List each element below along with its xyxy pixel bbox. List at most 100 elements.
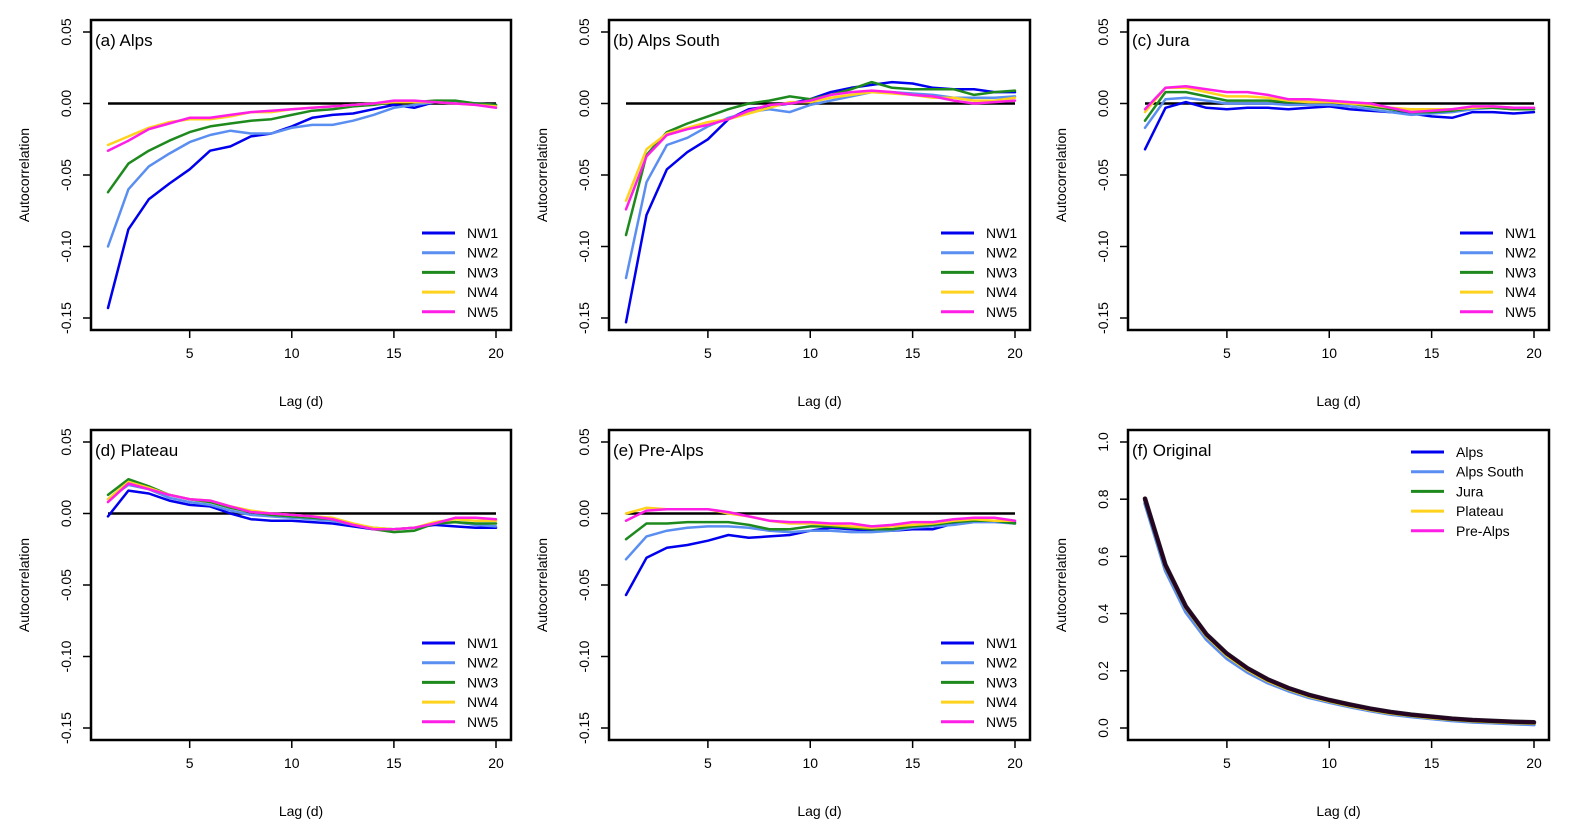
y-tick-label: -0.15 xyxy=(576,712,592,744)
legend-label: Alps South xyxy=(1456,464,1524,480)
x-tick-label: 10 xyxy=(284,345,300,361)
y-tick-label: 0.05 xyxy=(576,18,592,45)
series-line-nw2 xyxy=(624,90,1017,280)
series-overlap-line xyxy=(1142,496,1537,725)
legend-label: NW5 xyxy=(1505,304,1536,320)
y-tick-label: 0.00 xyxy=(58,500,74,527)
legend-label: NW2 xyxy=(1505,245,1536,261)
chart-panel-2: 5 10 15 20 -0.15 -0.10 -0.05 0.00 0.05 Lag (d) Aut… xyxy=(534,18,1032,409)
y-tick-label: 0.2 xyxy=(1095,661,1111,681)
x-axis-label: Lag (d) xyxy=(797,803,841,819)
legend: NW1 NW2 NW3 NW4 NW5 xyxy=(941,635,1017,730)
plot-frame xyxy=(607,18,1032,332)
y-axis-label: Autocorrelation xyxy=(534,128,550,222)
y-tick-label: -0.10 xyxy=(58,640,74,672)
legend-label: NW4 xyxy=(1505,284,1536,300)
y-tick-label: -0.15 xyxy=(576,302,592,334)
series-line-nw1 xyxy=(624,80,1017,324)
y-tick-label: 0.05 xyxy=(58,18,74,45)
x-tick-label: 5 xyxy=(186,755,194,771)
legend-label: NW4 xyxy=(467,694,498,710)
plot-frame xyxy=(1126,428,1551,742)
y-tick-label: -0.05 xyxy=(58,569,74,601)
x-tick-label: 5 xyxy=(704,755,712,771)
y-tick-label: 0.4 xyxy=(1095,604,1111,624)
chart-panel-1: 5 10 15 20 -0.15 -0.10 -0.05 0.00 0.05 Lag (d) Aut… xyxy=(16,18,513,409)
plot-frame xyxy=(1126,18,1551,332)
legend-label: NW4 xyxy=(467,284,498,300)
x-tick-label: 10 xyxy=(802,755,818,771)
chart-panel-6: 5 10 15 20 0.0 0.2 0.4 0.6 0.8 1.0 Lag (d) Autocorr… xyxy=(1053,428,1551,819)
legend-label: NW4 xyxy=(986,694,1017,710)
series-line-nw3 xyxy=(624,80,1017,237)
x-tick-label: 15 xyxy=(1424,345,1440,361)
y-axis-label: Autocorrelation xyxy=(1053,128,1069,222)
legend-label: Plateau xyxy=(1456,503,1503,519)
legend-label: NW2 xyxy=(986,655,1017,671)
legend: NW1 NW2 NW3 NW4 NW5 xyxy=(1460,225,1536,320)
legend-label: NW2 xyxy=(467,245,498,261)
y-tick-label: 0.00 xyxy=(1095,90,1111,117)
series-line-nw1 xyxy=(106,100,498,310)
panel-title: (f) Original xyxy=(1132,441,1211,460)
series-line-nw3 xyxy=(106,99,498,194)
y-axis-label: Autocorrelation xyxy=(534,538,550,632)
y-tick-label: 0.05 xyxy=(1095,18,1111,45)
legend-label: NW5 xyxy=(986,714,1017,730)
series-line-nw4 xyxy=(624,90,1017,202)
y-tick-label: -0.10 xyxy=(576,640,592,672)
legend-label: NW3 xyxy=(986,674,1017,690)
y-tick-label: 0.8 xyxy=(1095,489,1111,509)
legend-label: NW2 xyxy=(986,245,1017,261)
legend-label: NW1 xyxy=(467,225,498,241)
x-tick-label: 15 xyxy=(1424,755,1440,771)
y-tick-label: -0.05 xyxy=(576,159,592,191)
x-tick-label: 15 xyxy=(905,345,921,361)
y-tick-label: -0.05 xyxy=(1095,159,1111,191)
x-tick-label: 20 xyxy=(1526,345,1542,361)
x-tick-label: 15 xyxy=(905,755,921,771)
series-line-nw2 xyxy=(1143,96,1536,130)
y-tick-label: -0.05 xyxy=(58,159,74,191)
panel-title: (b) Alps South xyxy=(613,31,720,50)
legend-label: NW5 xyxy=(986,304,1017,320)
legend-label: Pre-Alps xyxy=(1456,523,1510,539)
series-line-nw3 xyxy=(624,519,1017,541)
y-tick-label: -0.10 xyxy=(576,230,592,262)
x-axis-label: Lag (d) xyxy=(1316,393,1360,409)
series-line-nw5 xyxy=(106,482,498,531)
legend-label: NW1 xyxy=(986,635,1017,651)
x-tick-label: 20 xyxy=(1007,755,1023,771)
legend-label: NW5 xyxy=(467,714,498,730)
legend-label: NW3 xyxy=(1505,264,1536,280)
legend-label: NW4 xyxy=(986,284,1017,300)
x-axis-label: Lag (d) xyxy=(279,803,323,819)
y-tick-label: -0.15 xyxy=(58,302,74,334)
plot-frame xyxy=(89,18,513,332)
x-tick-label: 5 xyxy=(1223,345,1231,361)
x-tick-label: 20 xyxy=(488,755,504,771)
x-tick-label: 5 xyxy=(1223,755,1231,771)
series-line-nw2 xyxy=(624,520,1017,561)
x-tick-label: 10 xyxy=(284,755,300,771)
legend-label: Jura xyxy=(1456,483,1483,499)
legend-label: NW2 xyxy=(467,655,498,671)
y-tick-label: 0.00 xyxy=(576,90,592,117)
chart-panel-3: 5 10 15 20 -0.15 -0.10 -0.05 0.00 0.05 Lag (d) Aut… xyxy=(1053,18,1551,409)
y-tick-label: -0.05 xyxy=(576,569,592,601)
series-line-nw5 xyxy=(106,99,498,152)
legend-label: NW1 xyxy=(467,635,498,651)
x-tick-label: 10 xyxy=(802,345,818,361)
x-tick-label: 10 xyxy=(1321,345,1337,361)
x-tick-label: 20 xyxy=(488,345,504,361)
x-tick-label: 20 xyxy=(1007,345,1023,361)
legend-label: NW1 xyxy=(986,225,1017,241)
y-axis-label: Autocorrelation xyxy=(16,128,32,222)
x-axis-label: Lag (d) xyxy=(797,393,841,409)
y-tick-label: -0.10 xyxy=(1095,230,1111,262)
panel-title: (a) Alps xyxy=(95,31,153,50)
y-axis-label: Autocorrelation xyxy=(1053,538,1069,632)
x-tick-label: 10 xyxy=(1321,755,1337,771)
x-tick-label: 20 xyxy=(1526,755,1542,771)
